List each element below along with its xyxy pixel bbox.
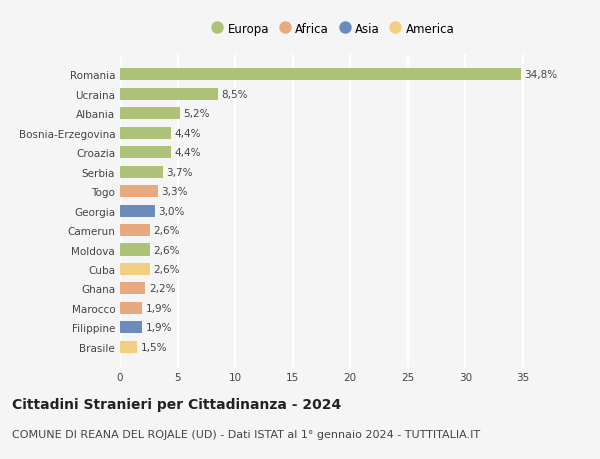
Bar — [120, 224, 150, 236]
Bar — [120, 341, 137, 353]
Bar — [120, 108, 180, 120]
Text: 2,6%: 2,6% — [154, 245, 180, 255]
Text: 2,6%: 2,6% — [154, 264, 180, 274]
Legend: Europa, Africa, Asia, America: Europa, Africa, Asia, America — [209, 20, 457, 38]
Bar — [120, 322, 142, 334]
Text: 4,4%: 4,4% — [174, 129, 200, 139]
Text: COMUNE DI REANA DEL ROJALE (UD) - Dati ISTAT al 1° gennaio 2024 - TUTTITALIA.IT: COMUNE DI REANA DEL ROJALE (UD) - Dati I… — [12, 429, 480, 439]
Text: 5,2%: 5,2% — [184, 109, 210, 119]
Bar — [120, 166, 163, 179]
Bar — [120, 205, 155, 217]
Text: Cittadini Stranieri per Cittadinanza - 2024: Cittadini Stranieri per Cittadinanza - 2… — [12, 397, 341, 411]
Bar — [120, 186, 158, 198]
Bar — [120, 302, 142, 314]
Bar — [120, 89, 218, 101]
Text: 3,0%: 3,0% — [158, 206, 184, 216]
Bar — [120, 283, 145, 295]
Text: 3,7%: 3,7% — [166, 168, 193, 177]
Text: 34,8%: 34,8% — [524, 70, 557, 80]
Text: 1,9%: 1,9% — [145, 303, 172, 313]
Bar — [120, 244, 150, 256]
Text: 4,4%: 4,4% — [174, 148, 200, 158]
Text: 8,5%: 8,5% — [221, 90, 248, 100]
Bar — [120, 263, 150, 275]
Bar — [120, 147, 170, 159]
Text: 3,3%: 3,3% — [161, 187, 188, 197]
Bar — [120, 69, 521, 81]
Text: 1,5%: 1,5% — [141, 342, 167, 352]
Bar — [120, 128, 170, 140]
Text: 1,9%: 1,9% — [145, 323, 172, 333]
Text: 2,6%: 2,6% — [154, 225, 180, 235]
Text: 2,2%: 2,2% — [149, 284, 175, 294]
